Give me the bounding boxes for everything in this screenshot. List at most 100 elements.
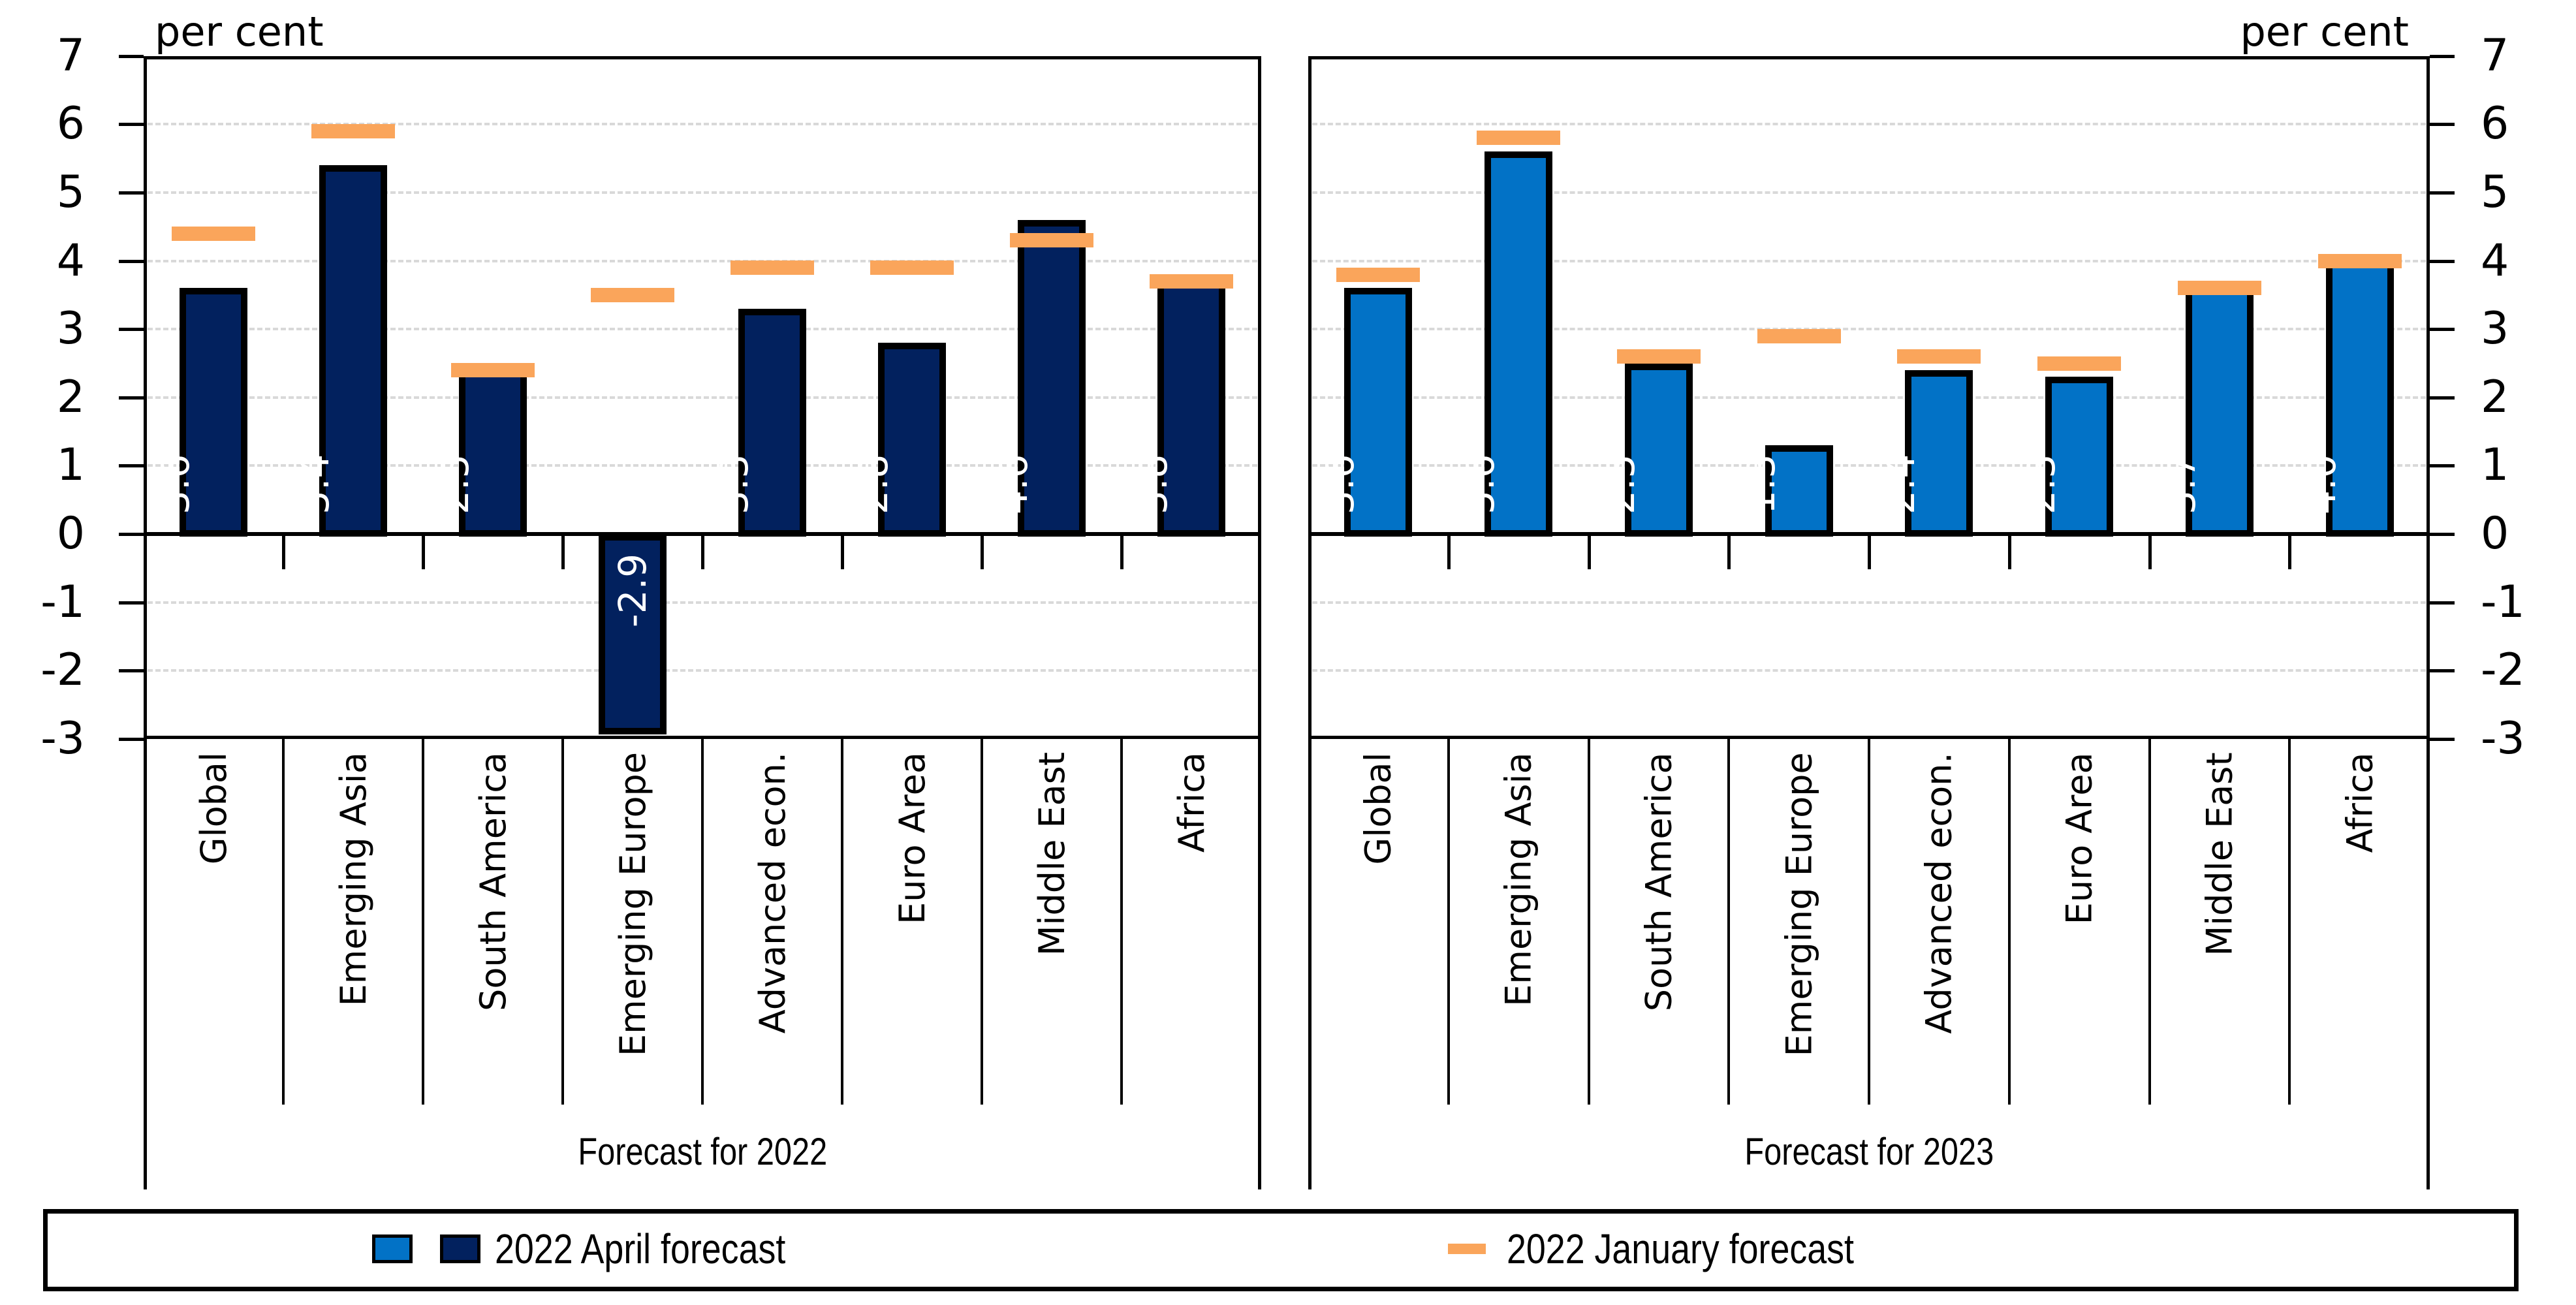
bar-global-panel-1 xyxy=(1344,288,1413,537)
category-tick xyxy=(1868,534,1871,569)
category-tick xyxy=(1120,534,1123,569)
gridline-2 xyxy=(1312,396,2426,399)
category-tick xyxy=(841,534,844,569)
y-tick-right--2 xyxy=(2430,669,2455,673)
january-marker-global-panel-1 xyxy=(1336,267,1421,282)
y-tick-left--1 xyxy=(119,601,144,605)
legend-dash-icon xyxy=(1448,1244,1486,1254)
gridline--2 xyxy=(1312,669,2426,672)
y-tick-right-7 xyxy=(2430,54,2455,58)
category-label-euro-area: Euro Area xyxy=(891,752,933,924)
category-label-cell-south-america: South America xyxy=(423,742,563,1107)
category-divider xyxy=(561,739,564,1105)
bar-emerging-asia-panel-1 xyxy=(1484,151,1553,537)
bar-value-label-euro-area-panel-0: 2.8 xyxy=(852,454,896,514)
y-axis-label-left--2: -2 xyxy=(40,644,85,697)
gridline-4 xyxy=(148,259,1257,262)
bar-value-label-advanced-econ-panel-0: 3.3 xyxy=(712,454,757,514)
y-axis-label-left-3: 3 xyxy=(56,303,85,355)
bar-value-label-emerging-europe-panel-1: 1.3 xyxy=(1738,454,1783,514)
y-tick-right-4 xyxy=(2430,259,2455,263)
category-tick xyxy=(2288,534,2292,569)
y-tick-left-5 xyxy=(119,191,144,195)
y-axis-label-right--3: -3 xyxy=(2481,712,2525,764)
category-label-euro-area: Euro Area xyxy=(2058,752,2100,924)
gridline--2 xyxy=(148,669,1257,672)
january-marker-advanced-econ-panel-0 xyxy=(730,260,814,275)
bar-value-label-south-america-panel-1: 2.5 xyxy=(1598,454,1643,514)
bar-value-label-advanced-econ-panel-1: 2.4 xyxy=(1879,454,1924,514)
category-label-cell-advanced-econ: Advanced econ. xyxy=(702,742,842,1107)
january-marker-africa-panel-0 xyxy=(1150,274,1233,289)
y-tick-left-0 xyxy=(119,533,144,536)
category-tick xyxy=(1727,534,1731,569)
category-label-south-america: South America xyxy=(472,752,514,1011)
y-axis-label-right-3: 3 xyxy=(2481,303,2509,355)
y-tick-left-6 xyxy=(119,123,144,127)
category-label-cell-global: Global xyxy=(144,742,283,1107)
category-label-cell-euro-area: Euro Area xyxy=(842,742,982,1107)
label-area-left-edge xyxy=(144,739,147,1189)
y-axis-label-right-4: 4 xyxy=(2481,234,2509,287)
y-tick-right-1 xyxy=(2430,464,2455,468)
category-label-cell-advanced-econ: Advanced econ. xyxy=(1869,742,2009,1107)
unit-label-left: per cent xyxy=(155,8,324,55)
category-label-cell-euro-area: Euro Area xyxy=(2009,742,2150,1107)
y-axis-label-right-2: 2 xyxy=(2481,371,2509,423)
january-marker-emerging-europe-panel-1 xyxy=(1757,328,1841,343)
y-tick-left-7 xyxy=(119,54,144,58)
category-divider xyxy=(1868,739,1870,1105)
y-tick-left-1 xyxy=(119,464,144,468)
label-area-left-edge xyxy=(1308,739,1312,1189)
gridline-6 xyxy=(148,123,1257,126)
category-label-cell-emerging-europe: Emerging Europe xyxy=(1729,742,1869,1107)
bar-value-label-south-america-panel-0: 2.5 xyxy=(433,454,477,514)
category-tick xyxy=(701,534,704,569)
category-label-emerging-europe: Emerging Europe xyxy=(612,752,653,1057)
category-label-emerging-asia: Emerging Asia xyxy=(332,752,374,1007)
january-marker-middle-east-panel-1 xyxy=(2177,281,2261,296)
gridline-5 xyxy=(148,191,1257,194)
label-area-right-edge xyxy=(1258,739,1261,1189)
category-label-global: Global xyxy=(193,752,234,865)
gridline-2 xyxy=(148,396,1257,399)
bar-africa-panel-0 xyxy=(1157,274,1225,537)
y-axis-label-left-6: 6 xyxy=(56,98,85,150)
y-tick-right-6 xyxy=(2430,123,2455,127)
y-tick-right-5 xyxy=(2430,191,2455,195)
bar-emerging-europe-panel-0 xyxy=(599,534,667,735)
y-axis-label-left--1: -1 xyxy=(40,576,85,628)
category-tick xyxy=(561,534,565,569)
legend-swatch-navy xyxy=(440,1234,480,1263)
january-marker-global-panel-0 xyxy=(172,226,255,241)
bar-africa-panel-1 xyxy=(2325,260,2394,537)
january-marker-south-america-panel-0 xyxy=(451,362,535,377)
gridline-1 xyxy=(1312,464,2426,467)
y-axis-label-left-2: 2 xyxy=(56,371,85,423)
y-axis-label-right-5: 5 xyxy=(2481,166,2509,218)
y-axis-label-right--1: -1 xyxy=(2481,576,2525,628)
category-divider xyxy=(701,739,704,1105)
category-divider xyxy=(2007,739,2011,1105)
january-marker-africa-panel-1 xyxy=(2317,253,2402,268)
panel-title-2023: Forecast for 2023 xyxy=(1744,1131,1994,1173)
unit-label-right: per cent xyxy=(2240,8,2409,55)
category-tick xyxy=(1447,534,1451,569)
category-label-global: Global xyxy=(1357,752,1399,865)
gridline-5 xyxy=(1312,191,2426,194)
category-divider xyxy=(1727,739,1731,1105)
bar-value-label-emerging-asia-panel-0: 5.4 xyxy=(293,454,338,514)
category-tick xyxy=(981,534,984,569)
bar-middle-east-panel-0 xyxy=(1018,219,1086,537)
gridline-6 xyxy=(1312,123,2426,126)
legend-swatch-blue xyxy=(372,1234,413,1263)
y-axis-label-right-0: 0 xyxy=(2481,508,2509,559)
y-axis-label-left-0: 0 xyxy=(56,508,85,559)
january-marker-advanced-econ-panel-1 xyxy=(1897,349,1981,364)
january-marker-euro-area-panel-1 xyxy=(2037,356,2122,371)
category-label-emerging-europe: Emerging Europe xyxy=(1778,752,1820,1057)
gridline-3 xyxy=(148,328,1257,331)
y-tick-right--3 xyxy=(2430,737,2455,741)
category-label-cell-global: Global xyxy=(1308,742,1449,1107)
